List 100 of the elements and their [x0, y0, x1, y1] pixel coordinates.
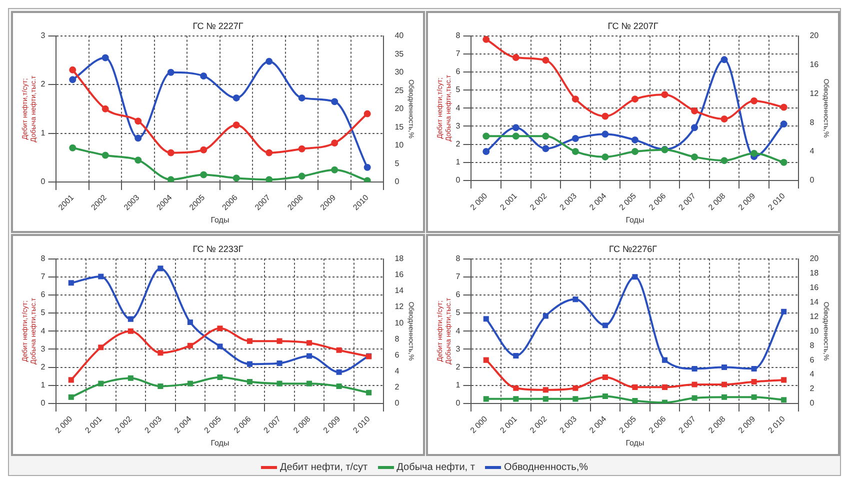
point [158, 266, 164, 272]
point [336, 347, 342, 353]
point [780, 120, 788, 128]
point [572, 385, 578, 391]
point [662, 384, 668, 390]
point [68, 377, 74, 383]
point [513, 396, 519, 402]
point [720, 56, 728, 64]
x-tick-label: 2 003 [142, 414, 164, 435]
y2-tick-label: 6 [810, 355, 815, 364]
point [602, 130, 609, 138]
point [722, 394, 728, 400]
point [276, 380, 282, 386]
legend-label: Обводненность,% [504, 462, 588, 473]
y-tick-label: 0 [40, 177, 46, 186]
point [751, 366, 757, 372]
point [68, 394, 74, 400]
point [167, 176, 174, 182]
x-tick-label: 2 005 [202, 414, 224, 435]
y-tick-label: 1 [456, 380, 461, 390]
point [200, 171, 208, 178]
point [602, 112, 609, 120]
y-tick-label: 3 [40, 31, 46, 40]
point [276, 360, 282, 366]
x-tick-label: 2 006 [232, 414, 254, 435]
point [167, 149, 174, 156]
point [572, 96, 579, 103]
y-tick-label: 6 [40, 290, 46, 300]
point [632, 384, 638, 390]
y2-tick-label: 10 [394, 318, 404, 328]
y-tick-label: 1 [40, 380, 46, 390]
x-tick-label: 2 000 [468, 191, 490, 212]
x-axis-title: Годы [210, 438, 230, 448]
point [266, 149, 273, 156]
y2-tick-label: 14 [394, 286, 404, 296]
y-tick-label: 5 [40, 308, 46, 318]
point [331, 98, 338, 106]
y2-tick-label: 0 [810, 176, 815, 185]
y2-tick-label: 30 [394, 68, 404, 77]
point [602, 322, 608, 328]
point [662, 357, 668, 363]
point [128, 316, 134, 322]
point [513, 352, 519, 358]
chart-title: ГС № 2207Г [608, 20, 658, 31]
point [572, 396, 578, 402]
point [217, 374, 223, 380]
y-tick-label: 0 [456, 176, 461, 185]
y-tick-label: 8 [456, 31, 461, 40]
y-tick-label: 3 [456, 121, 461, 130]
point [750, 97, 758, 104]
point [661, 91, 668, 98]
y-tick-label: 1 [40, 128, 46, 138]
point [69, 76, 76, 84]
y-tick-label: 5 [456, 308, 461, 318]
point [691, 153, 698, 160]
y-tick-label: 2 [456, 362, 461, 372]
point [692, 366, 698, 372]
y2-tick-label: 20 [394, 104, 404, 114]
y-tick-label: 2 [456, 139, 461, 148]
y2-tick-label: 18 [810, 268, 820, 278]
y2-tick-label: 0 [394, 398, 400, 408]
x-tick-label: 2 010 [351, 414, 372, 435]
point [187, 342, 193, 348]
y-tick-label: 4 [40, 326, 46, 336]
point [68, 280, 74, 286]
point [692, 382, 698, 388]
point [102, 152, 109, 159]
y-tick-label: 0 [456, 398, 461, 408]
point [102, 54, 109, 62]
point [632, 274, 638, 280]
point [513, 385, 519, 391]
point [542, 313, 548, 319]
point [542, 396, 548, 402]
point [134, 156, 142, 164]
point [217, 344, 223, 350]
point [298, 94, 306, 102]
x-axis-title: Годы [626, 438, 644, 448]
x-tick-label: 2 007 [676, 414, 698, 435]
point [572, 296, 578, 302]
y-tick-label: 2 [40, 362, 46, 372]
y2-tick-label: 15 [394, 122, 404, 132]
point [336, 384, 342, 390]
point [298, 172, 306, 180]
point [364, 177, 371, 182]
point [780, 158, 788, 166]
y-tick-label: 3 [456, 344, 461, 354]
point [482, 36, 490, 43]
point [158, 350, 164, 356]
point [512, 124, 520, 132]
y2-tick-label: 16 [394, 270, 404, 280]
point [336, 369, 342, 375]
point [98, 344, 104, 350]
point [134, 118, 142, 125]
x-tick-label: 2 002 [113, 414, 134, 435]
point [187, 380, 193, 386]
y2-tick-label: 2 [394, 382, 400, 392]
x-tick-label: 2 010 [766, 414, 788, 435]
point [200, 72, 208, 80]
point [722, 382, 728, 388]
x-tick-label: 2 009 [736, 191, 758, 212]
